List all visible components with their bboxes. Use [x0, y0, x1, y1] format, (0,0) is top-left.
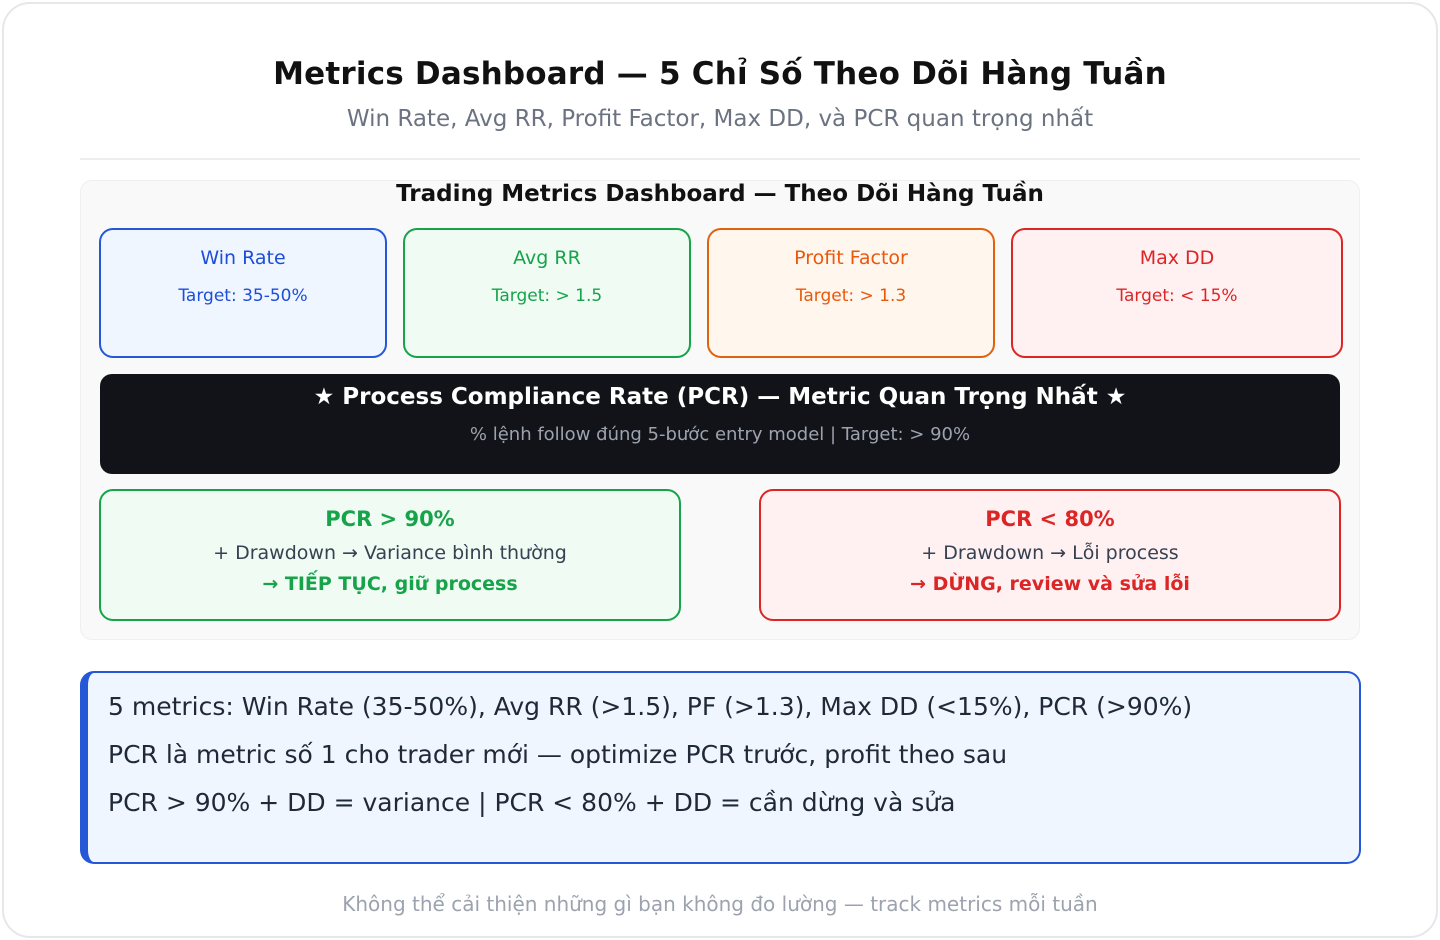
pcr-banner: ★ Process Compliance Rate (PCR) — Metric…: [100, 374, 1340, 474]
summary-box: 5 metrics: Win Rate (35-50%), Avg RR (>1…: [80, 671, 1361, 864]
summary-line: PCR là metric số 1 cho trader mới — opti…: [108, 740, 1008, 769]
metric-card-win-rate: Win Rate Target: 35-50%: [99, 228, 387, 358]
rule-action: → TIẾP TỤC, giữ process: [262, 573, 518, 595]
metric-card-max-dd: Max DD Target: < 15%: [1011, 228, 1343, 358]
metric-target: Target: < 15%: [1116, 286, 1238, 306]
summary-line: PCR > 90% + DD = variance | PCR < 80% + …: [108, 788, 956, 817]
metric-name: Avg RR: [513, 247, 581, 269]
header-divider: [80, 158, 1360, 160]
rule-line: + Drawdown → Lỗi process: [921, 542, 1179, 564]
metric-target: Target: > 1.5: [491, 286, 603, 306]
pcr-subtitle: % lệnh follow đúng 5-bước entry model | …: [469, 424, 971, 445]
metric-name: Max DD: [1139, 247, 1215, 269]
footer-note: Không thể cải thiện những gì bạn không đ…: [342, 892, 1098, 916]
metric-target: Target: 35-50%: [178, 286, 308, 306]
rule-card-pcr-high: PCR > 90% + Drawdown → Variance bình thư…: [99, 489, 681, 621]
summary-line: 5 metrics: Win Rate (35-50%), Avg RR (>1…: [108, 692, 1193, 721]
metric-name: Profit Factor: [794, 247, 908, 269]
dashboard-title: Trading Metrics Dashboard — Theo Dõi Hàn…: [396, 181, 1044, 207]
rule-card-pcr-low: PCR < 80% + Drawdown → Lỗi process → DỪN…: [759, 489, 1341, 621]
rule-head: PCR > 90%: [325, 507, 455, 531]
rule-action: → DỪNG, review và sửa lỗi: [910, 573, 1190, 595]
metric-name: Win Rate: [200, 247, 286, 269]
page-title: Metrics Dashboard — 5 Chỉ Số Theo Dõi Hà…: [273, 56, 1167, 92]
rule-line: + Drawdown → Variance bình thường: [213, 542, 567, 564]
metric-target: Target: > 1.3: [795, 286, 907, 306]
metric-card-profit-factor: Profit Factor Target: > 1.3: [707, 228, 995, 358]
rule-head: PCR < 80%: [985, 507, 1115, 531]
metric-card-avg-rr: Avg RR Target: > 1.5: [403, 228, 691, 358]
page-subtitle: Win Rate, Avg RR, Profit Factor, Max DD,…: [346, 106, 1094, 132]
pcr-title: ★ Process Compliance Rate (PCR) — Metric…: [313, 384, 1127, 410]
